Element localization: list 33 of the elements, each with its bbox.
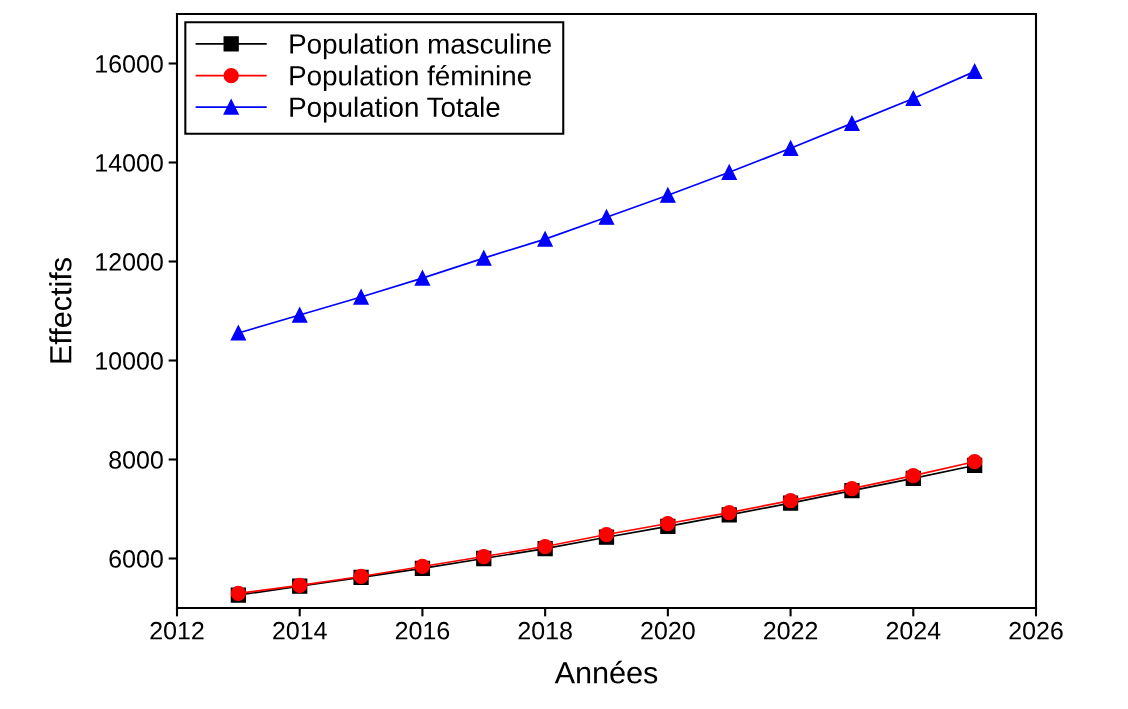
point — [414, 270, 431, 286]
legend-label: Population féminine — [290, 64, 531, 92]
legend-label: Population masculine — [290, 33, 551, 60]
x-tick-label: 2024 — [886, 621, 941, 640]
point — [230, 325, 246, 341]
y-tick-label: 8000 — [109, 451, 163, 469]
y-tick-label: 14000 — [96, 154, 163, 172]
y-tick-label: 10000 — [96, 352, 163, 370]
x-tick-label: 2022 — [764, 621, 818, 640]
point — [598, 209, 615, 225]
x-tick-label: 2014 — [273, 621, 327, 640]
point — [782, 140, 799, 156]
x-tick-label: 2018 — [518, 621, 572, 640]
point — [476, 250, 492, 266]
y-tick-label: 6000 — [109, 550, 163, 568]
x-tick-label: 2012 — [150, 621, 204, 640]
point — [353, 289, 369, 305]
legend-label: Population Totale — [290, 96, 500, 123]
point — [537, 231, 553, 247]
point — [967, 63, 983, 80]
point — [721, 164, 737, 180]
x-tick-label: 2016 — [395, 621, 450, 640]
x-axis-title: Années — [554, 660, 658, 684]
y-tick-label: 16000 — [96, 55, 163, 73]
x-tick-label: 2020 — [641, 621, 695, 640]
y-axis-title: Effectifs — [49, 258, 72, 363]
point — [292, 307, 308, 323]
point — [844, 115, 860, 132]
point — [967, 454, 983, 470]
point — [905, 90, 921, 107]
point — [660, 187, 676, 203]
x-tick-label: 2026 — [1009, 621, 1063, 640]
y-tick-label: 12000 — [96, 253, 163, 271]
